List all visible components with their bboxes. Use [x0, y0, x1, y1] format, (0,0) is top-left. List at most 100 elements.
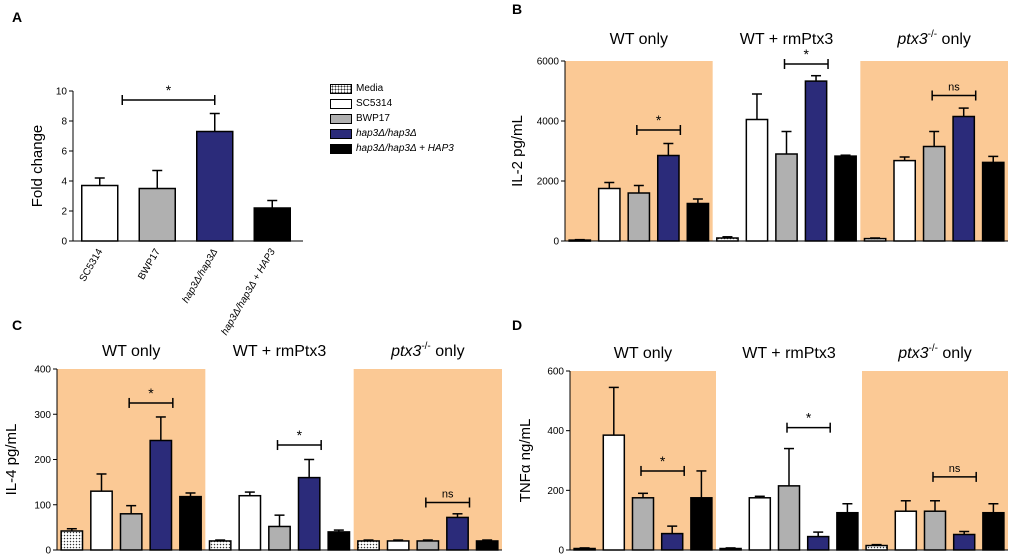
bar-c-0-3	[149, 439, 173, 551]
bar-b-1-4	[834, 155, 857, 242]
x-tick-label-a-0: SC5314	[78, 247, 106, 284]
legend-item-media: Media	[330, 82, 530, 96]
y-tick-label-c: 100	[34, 500, 51, 511]
bar-d-1-1	[748, 497, 772, 551]
bar-a-2	[196, 130, 234, 242]
y-tick-label-a: 10	[56, 87, 68, 98]
ptx3-superscript: -/-	[928, 29, 937, 40]
y-tick-label-c: 0	[45, 546, 51, 557]
y-tick-label-a: 0	[61, 237, 67, 248]
y-tick-label-c: 400	[34, 365, 51, 376]
bar-a-3	[253, 207, 291, 242]
x-tick-label-a-1: BWP17	[136, 247, 163, 282]
ptx3-tail-text: only	[431, 343, 465, 360]
bar-d-0-2	[631, 497, 655, 551]
bar-b-2-1	[893, 159, 917, 242]
bar-d-0-3	[660, 532, 684, 551]
legend-item-complemented: hap3Δ/hap3Δ + HAP3	[330, 142, 530, 156]
group-shade-c-2	[353, 369, 502, 550]
ptx3-superscript: -/-	[929, 343, 938, 354]
bar-d-1-0	[719, 547, 742, 551]
bar-c-2-2	[416, 540, 440, 551]
bar-c-2-4	[475, 540, 499, 551]
bar-c-1-4	[327, 531, 351, 551]
legend: Media SC5314 BWP17 hap3Δ/hap3Δ hap3Δ/hap…	[330, 82, 530, 157]
y-tick-label-d: 600	[547, 367, 564, 378]
y-tick-label-b: 6000	[537, 57, 560, 68]
sig-label-d-1-0: *	[806, 410, 812, 426]
bar-c-2-1	[386, 540, 410, 551]
bar-a-1	[138, 187, 176, 242]
bar-c-1-3	[297, 476, 321, 551]
legend-label-bwp17: BWP17	[356, 113, 390, 124]
x-tick-label-a-2: hap3Δ/hap3Δ	[180, 247, 220, 305]
sig-label-d-2-0: ns	[949, 463, 961, 475]
bar-c-1-2	[268, 525, 291, 551]
bar-d-1-2	[777, 485, 801, 551]
y-axis-label-c: IL-4 pg/mL	[3, 424, 20, 496]
bar-b-2-4	[981, 161, 1005, 242]
ptx3-gene-text: ptx3	[896, 31, 927, 48]
legend-label-media: Media	[356, 83, 384, 94]
y-tick-label-d: 200	[547, 486, 564, 497]
y-tick-label-a: 6	[61, 147, 67, 158]
sig-label-a-0: *	[166, 82, 172, 98]
group-title-c-0: WT only	[102, 343, 160, 360]
legend-label-sc5314: SC5314	[356, 98, 393, 109]
bar-b-1-1	[745, 118, 769, 242]
sig-label-b-1-0: *	[804, 46, 810, 62]
bar-d-2-4	[982, 511, 1005, 551]
legend-label-mutant: hap3Δ/hap3Δ	[356, 128, 417, 139]
group-title-d-2: ptx3-/- only	[897, 343, 972, 362]
legend-swatch-bwp17	[330, 114, 352, 124]
sig-label-b-0-0: *	[656, 112, 662, 128]
legend-label-complemented: hap3Δ/hap3Δ + HAP3	[356, 143, 454, 154]
bar-b-0-1	[597, 187, 621, 242]
y-tick-label-b: 2000	[537, 177, 560, 188]
y-axis-label-a: Fold change	[29, 125, 46, 208]
y-tick-label-d: 0	[558, 546, 564, 557]
y-axis-label-d: TNFα ng/mL	[517, 419, 534, 503]
group-title-b-2: ptx3-/- only	[896, 29, 971, 48]
bar-d-1-4	[836, 511, 859, 551]
bar-c-0-2	[119, 513, 143, 551]
panel-label-b: B	[512, 1, 522, 17]
ptx3-tail-text: only	[938, 345, 972, 362]
legend-item-mutant: hap3Δ/hap3Δ	[330, 127, 530, 141]
legend-item-bwp17: BWP17	[330, 112, 530, 126]
legend-item-sc5314: SC5314	[330, 97, 530, 111]
legend-swatch-mutant	[330, 129, 352, 139]
bar-c-2-3	[446, 516, 469, 551]
ptx3-superscript: -/-	[421, 341, 430, 352]
bar-c-0-1	[90, 490, 113, 551]
bar-b-1-0	[716, 237, 739, 242]
group-title-d-0: WT only	[614, 345, 672, 362]
y-tick-label-b: 0	[553, 237, 559, 248]
sig-label-d-0-0: *	[660, 453, 666, 469]
y-tick-label-b: 4000	[537, 117, 560, 128]
bar-b-2-3	[952, 115, 976, 242]
bar-d-0-1	[602, 434, 626, 551]
bar-b-1-3	[804, 80, 828, 242]
ptx3-tail-text: only	[937, 31, 971, 48]
bar-c-1-1	[238, 494, 262, 551]
y-tick-label-c: 200	[34, 455, 51, 466]
bar-d-2-1	[894, 510, 918, 551]
bar-d-2-2	[923, 510, 947, 551]
bar-d-0-0	[573, 547, 596, 551]
y-tick-label-c: 300	[34, 410, 51, 421]
sig-label-c-0-0: *	[148, 385, 154, 401]
bar-d-2-3	[952, 533, 976, 551]
group-title-d-1: WT + rmPtx3	[742, 345, 836, 362]
bar-d-1-3	[806, 535, 830, 551]
bar-c-0-4	[179, 495, 202, 551]
bar-b-0-3	[656, 154, 680, 242]
legend-swatch-complemented	[330, 144, 352, 154]
bar-d-0-4	[690, 497, 713, 551]
x-tick-label-a-3: hap3Δ/hap3Δ + HAP3	[219, 247, 278, 338]
bar-b-0-4	[686, 202, 710, 242]
group-title-b-1: WT + rmPtx3	[740, 31, 834, 48]
y-tick-label-a: 4	[61, 177, 67, 188]
legend-swatch-sc5314	[330, 99, 352, 109]
